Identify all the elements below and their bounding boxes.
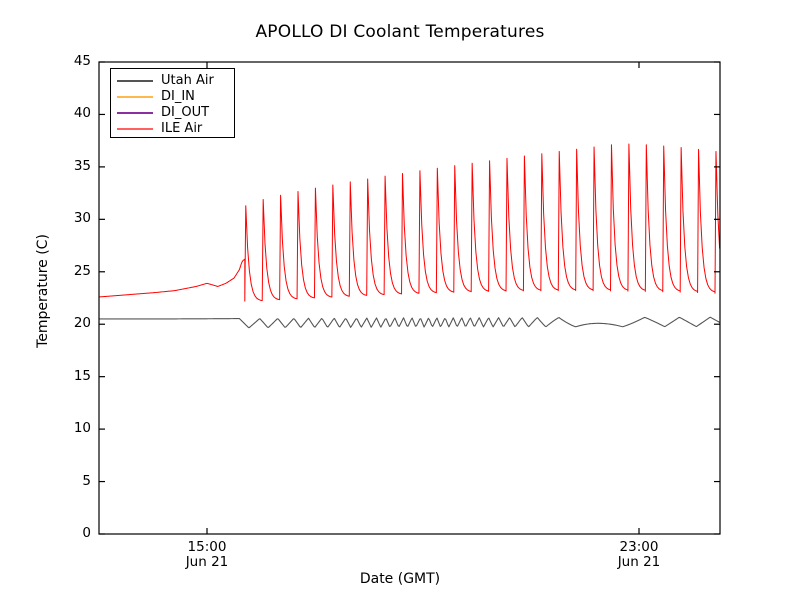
y-tick-label: 10 <box>73 420 91 437</box>
legend-item-di-in[interactable]: DI_IN <box>111 89 236 105</box>
series-line-utah-air <box>99 316 721 329</box>
y-tick-label: 45 <box>73 53 91 69</box>
series-line-ile-air <box>98 143 721 302</box>
legend-label: DI_IN <box>161 89 195 104</box>
x-tick-label: 15:00 Jun 21 <box>185 539 229 570</box>
x-axis-label: Date (GMT) <box>359 571 441 587</box>
legend[interactable]: Utah Air DI_IN DI_OUT ILE Air <box>110 68 235 138</box>
y-tick-label: 20 <box>73 315 91 332</box>
legend-color-swatch <box>117 80 153 82</box>
y-tick-label: 30 <box>73 210 91 227</box>
legend-color-swatch <box>117 128 153 130</box>
legend-color-swatch <box>117 112 153 114</box>
legend-item-utah-air[interactable]: Utah Air <box>111 73 236 89</box>
y-tick-label: 25 <box>73 262 91 279</box>
y-tick-label: 5 <box>82 472 91 489</box>
y-tick-label: 40 <box>73 105 91 122</box>
page-title: APOLLO DI Coolant Temperatures <box>255 22 545 42</box>
legend-color-swatch <box>117 96 153 98</box>
legend-label: DI_OUT <box>161 105 210 120</box>
y-tick-label: 35 <box>73 157 91 174</box>
legend-label: ILE Air <box>161 121 203 136</box>
legend-item-di-out[interactable]: DI_OUT <box>111 105 236 121</box>
plot-background <box>99 62 720 534</box>
y-tick-label: 15 <box>73 367 91 384</box>
legend-item-ile-air[interactable]: ILE Air <box>111 121 236 137</box>
legend-label: Utah Air <box>161 73 214 88</box>
x-tick-label: 23:00 Jun 21 <box>617 539 661 570</box>
series-layer <box>98 143 721 329</box>
y-axis-label: Temperature (C) <box>35 234 51 348</box>
axis-ticks <box>99 61 720 535</box>
plot-frame <box>98 61 721 535</box>
y-tick-label: 0 <box>82 525 91 541</box>
